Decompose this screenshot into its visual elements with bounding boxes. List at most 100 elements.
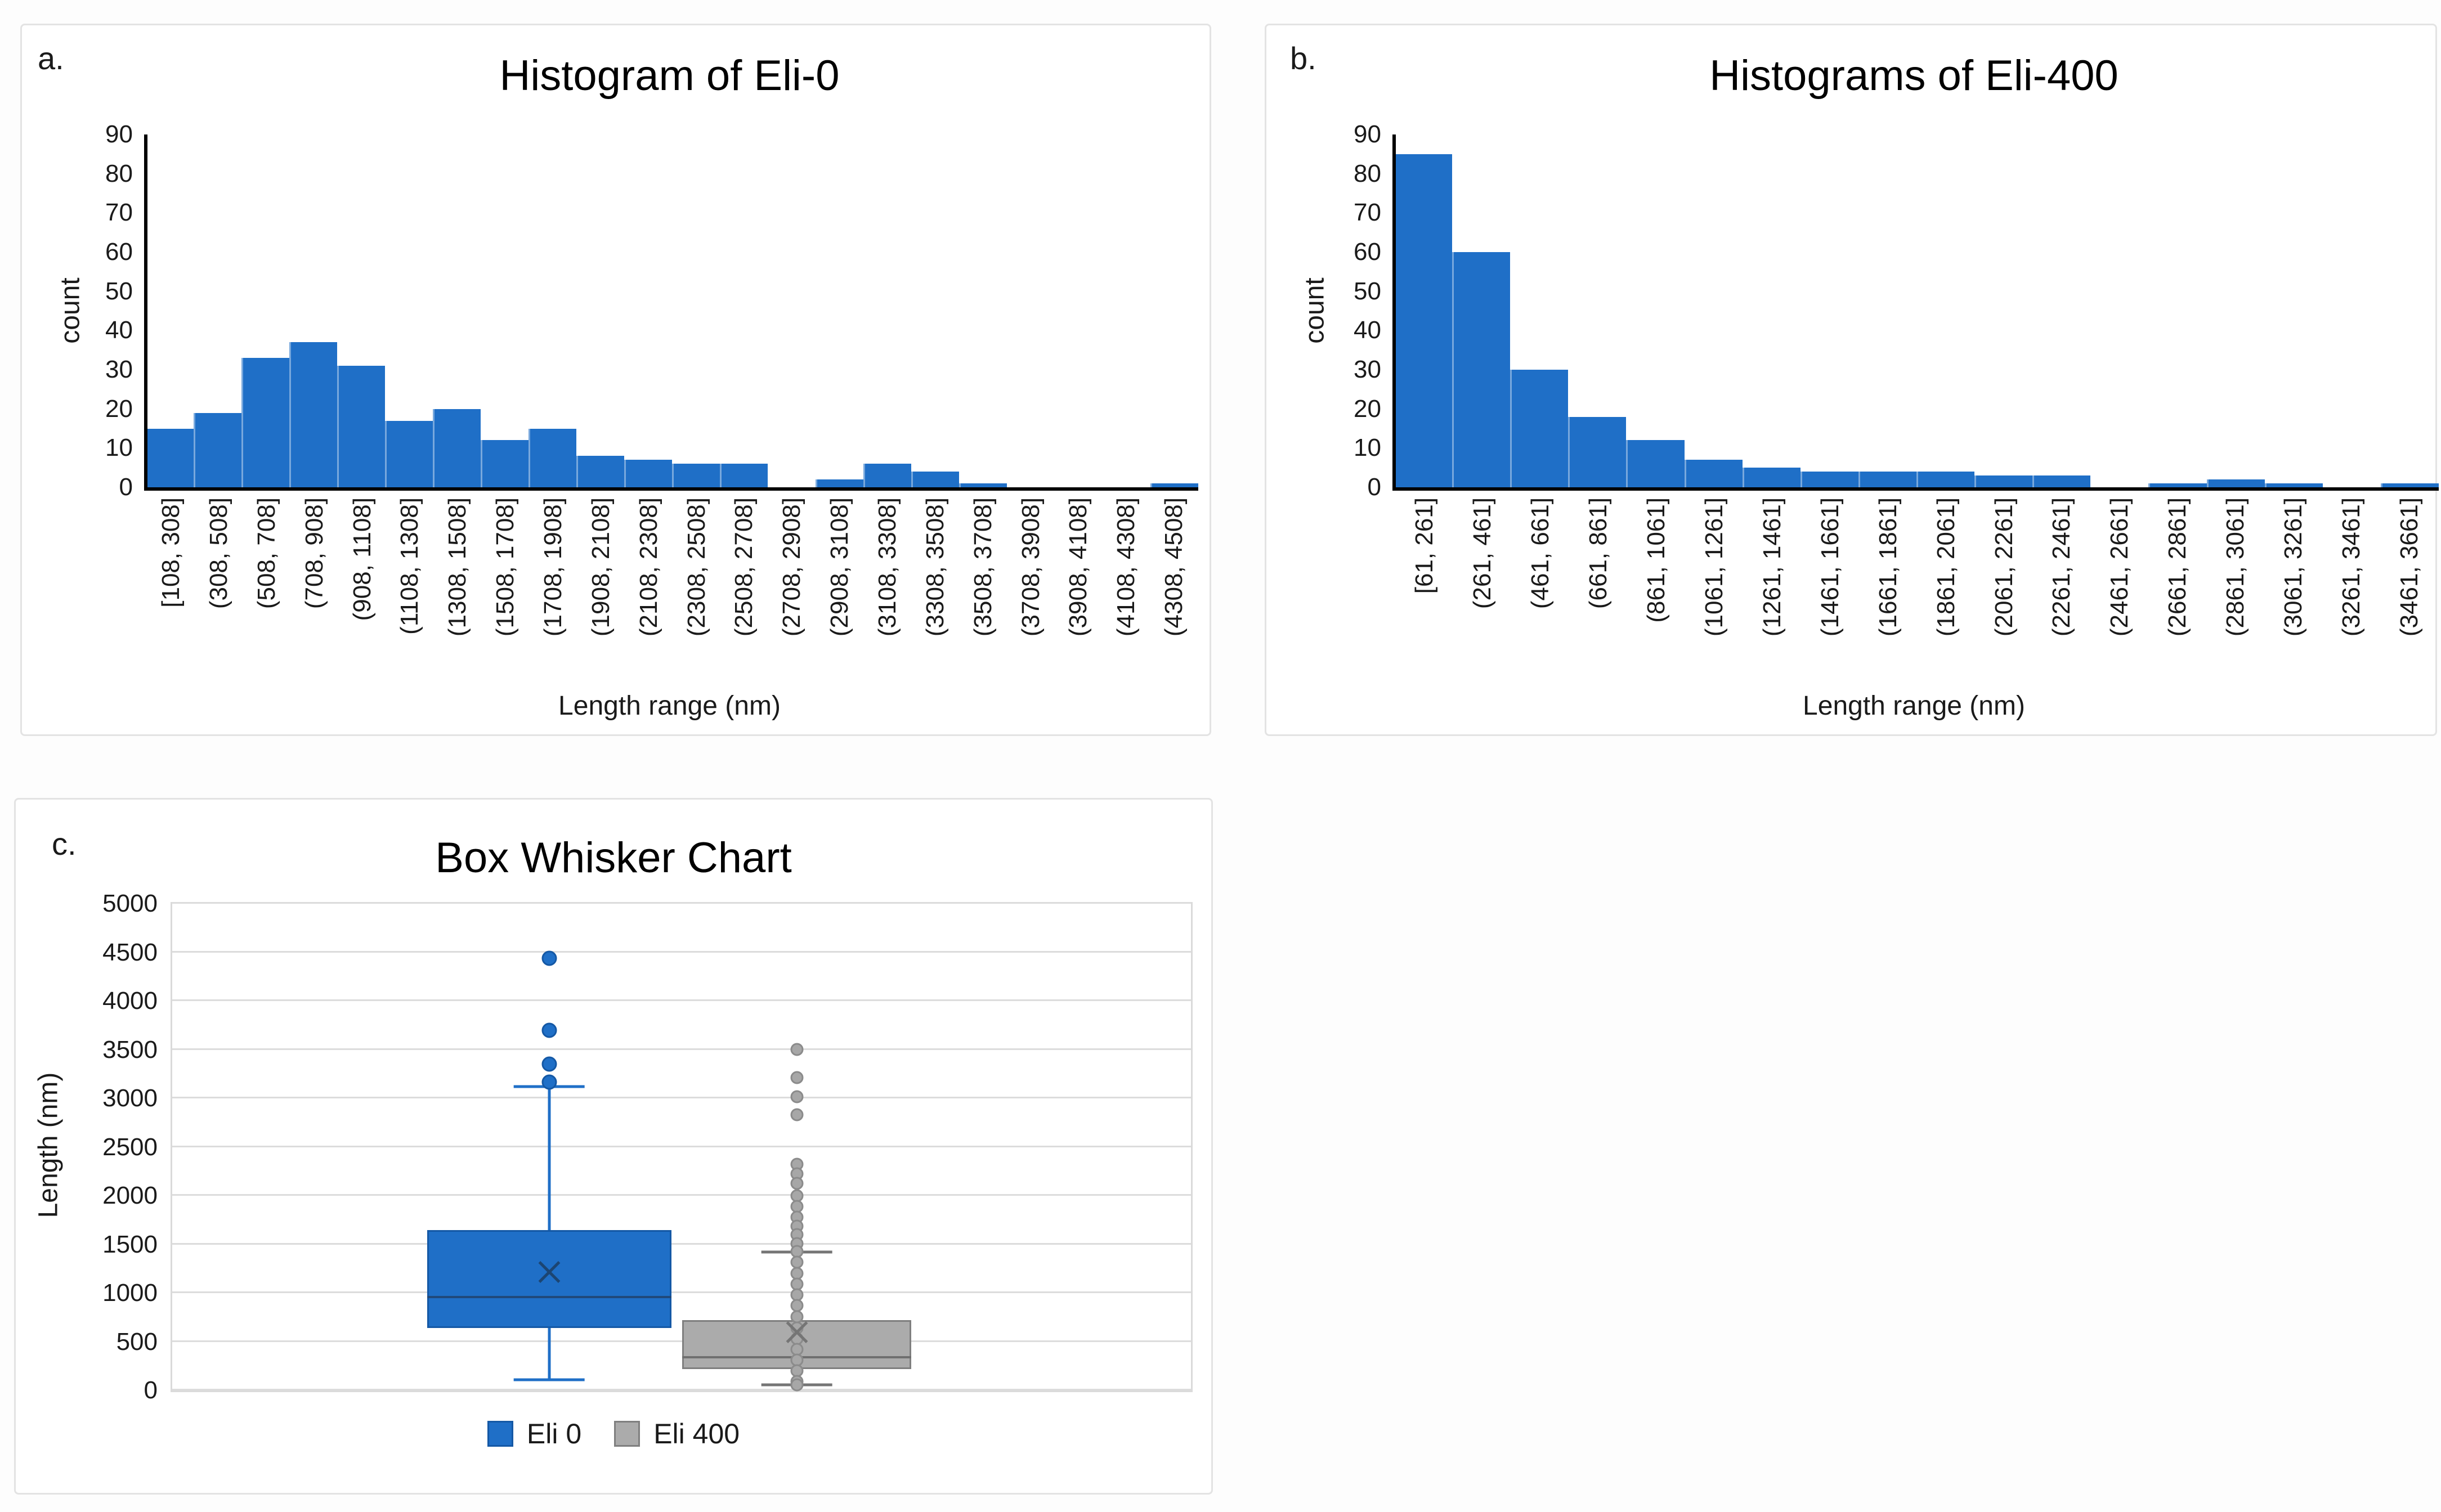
outlier-dot — [541, 950, 557, 966]
gridline — [172, 1097, 1191, 1098]
histogram-bar — [624, 460, 672, 487]
x-tick-label: (2261, 2461] — [2048, 497, 2076, 637]
histogram-bar — [481, 440, 528, 487]
histogram-bar — [1510, 370, 1569, 487]
histogram-bar — [385, 420, 433, 487]
panel-b: b. Histograms of Eli-400 count 0 10 20 30 40… — [1265, 24, 2439, 736]
histogram-bar — [720, 464, 768, 487]
x-tick-label: (3508, 3708] — [969, 497, 997, 637]
histogram-bar — [1974, 475, 2033, 487]
x-tick-label: (661, 861] — [1584, 497, 1612, 609]
panel-b-x-axis-title: Length range (nm) — [1803, 691, 2025, 721]
x-tick-label: (1108, 1308] — [396, 497, 424, 635]
x-tick-label: (3308, 3508] — [921, 497, 949, 637]
gridline — [172, 1291, 1191, 1293]
histogram-bar — [194, 412, 241, 487]
y-tick-label: 1000 — [102, 1279, 158, 1307]
histogram-bar — [959, 483, 1007, 487]
panel-a-title: Histogram of Eli-0 — [499, 52, 840, 100]
x-tick-label: [61, 261] — [1410, 497, 1439, 594]
x-tick-label: (2508, 2708] — [730, 497, 758, 637]
data-point-dot — [790, 1378, 804, 1392]
x-tick-label: (1661, 1861] — [1874, 497, 1902, 637]
gridline — [172, 1145, 1191, 1147]
x-tick-label: (461, 661] — [1526, 497, 1555, 609]
outlier-dot — [541, 1022, 557, 1038]
histogram-bar — [528, 428, 576, 487]
legend-swatch-eli-0 — [487, 1421, 513, 1447]
x-tick-label: (861, 1061] — [1642, 497, 1670, 623]
x-tick-label: (308, 508] — [204, 497, 232, 609]
x-tick-label: (2908, 3108] — [826, 497, 854, 637]
x-tick-label: (2061, 2261] — [1990, 497, 2018, 637]
histogram-bar — [1452, 252, 1511, 487]
x-tick-label: (2461, 2661] — [2106, 497, 2134, 637]
histogram-bar — [672, 464, 720, 487]
x-tick-label: (1908, 2108] — [586, 497, 615, 637]
legend-item-eli-0: Eli 0 — [487, 1417, 581, 1450]
legend-label-eli-400: Eli 400 — [653, 1418, 740, 1450]
y-tick-label: 40 — [105, 316, 133, 344]
panel-a-x-axis-title: Length range (nm) — [558, 691, 781, 721]
x-tick-label: (508, 708] — [252, 497, 280, 609]
x-tick-label: (2308, 2508] — [682, 497, 710, 637]
gridline — [172, 950, 1191, 953]
y-tick-label: 50 — [1354, 277, 1381, 305]
legend-item-eli-400: Eli 400 — [614, 1417, 740, 1450]
histogram-bar — [1150, 483, 1198, 487]
x-tick-label: (1708, 1908] — [539, 497, 567, 637]
panel-a-plot-area: 0 10 20 30 40 50 60 70 80 90 [108, 308] (308, 508] (… — [105, 122, 1198, 636]
panel-c-y-axis-title: Length (nm) — [33, 1072, 64, 1218]
x-tick-label: (3261, 3461] — [2337, 497, 2366, 637]
y-tick-label: 60 — [105, 238, 133, 266]
y-tick-label: 90 — [1354, 120, 1381, 148]
data-point-dot — [790, 1108, 804, 1121]
y-tick-label: 4000 — [102, 987, 158, 1015]
x-tick-label: (3108, 3308] — [874, 497, 902, 637]
x-tick-label: (2708, 2908] — [778, 497, 806, 637]
histogram-bar — [1684, 460, 1743, 487]
box — [427, 1230, 671, 1329]
y-tick-label: 4500 — [102, 938, 158, 966]
bars — [1396, 134, 2439, 487]
y-tick-label: 3000 — [102, 1084, 158, 1112]
x-tick-label: (2861, 3061] — [2221, 497, 2250, 637]
gridline — [172, 1340, 1191, 1342]
x-tick-label: (3461, 3661] — [2395, 497, 2424, 637]
histogram-bar — [289, 342, 337, 487]
panel-a-y-axis-title: count — [55, 277, 86, 344]
y-tick-label: 10 — [1354, 434, 1381, 462]
gridline — [172, 902, 1191, 904]
x-tick-label: (3061, 3261] — [2279, 497, 2308, 637]
x-tick-label: (1308, 1508] — [444, 497, 472, 637]
x-tick-label: (261, 461] — [1468, 497, 1497, 609]
histogram-bar — [576, 456, 624, 487]
x-tick-label: (908, 1108] — [348, 497, 376, 621]
x-tick-label: (1461, 1661] — [1816, 497, 1844, 637]
x-tick-label: (4308, 4508] — [1160, 497, 1188, 637]
y-tick-label: 3500 — [102, 1035, 158, 1064]
histogram-bar — [2032, 475, 2091, 487]
panel-b-y-axis-title: count — [1300, 277, 1330, 344]
histogram-bar — [241, 358, 289, 487]
mean-marker — [784, 1319, 810, 1345]
panel-c-letter: c. — [52, 826, 77, 862]
gridline — [172, 1242, 1191, 1245]
histogram-bar — [2148, 483, 2207, 487]
outlier-dot — [541, 1056, 557, 1072]
histogram-bar — [911, 472, 959, 487]
histogram-bar — [1742, 468, 1800, 487]
legend-swatch-eli-400 — [614, 1421, 641, 1447]
x-axis-tick-labels: [61, 261] (261, 461] (461, 661] (661, 861] (… — [1396, 497, 2439, 696]
panel-c-plot-area: 0 500 1000 1500 2000 2500 3000 3500 4000 4500 5000 — [102, 891, 1193, 1403]
histogram-bar — [147, 428, 194, 487]
y-tick-label: 20 — [105, 394, 133, 423]
panel-b-letter: b. — [1290, 41, 1316, 76]
x-tick-label: (3908, 4108] — [1064, 497, 1092, 637]
y-tick-label: 0 — [119, 473, 133, 501]
y-tick-label: 40 — [1354, 316, 1381, 344]
x-tick-label: (3708, 3908] — [1016, 497, 1045, 637]
histogram-bar — [2206, 479, 2265, 487]
panel-b-plot-area: 0 10 20 30 40 50 60 70 80 90 [61, 261] (261, 461] (4… — [1354, 122, 2439, 636]
legend: Eli 0 Eli 400 — [16, 1417, 1211, 1450]
